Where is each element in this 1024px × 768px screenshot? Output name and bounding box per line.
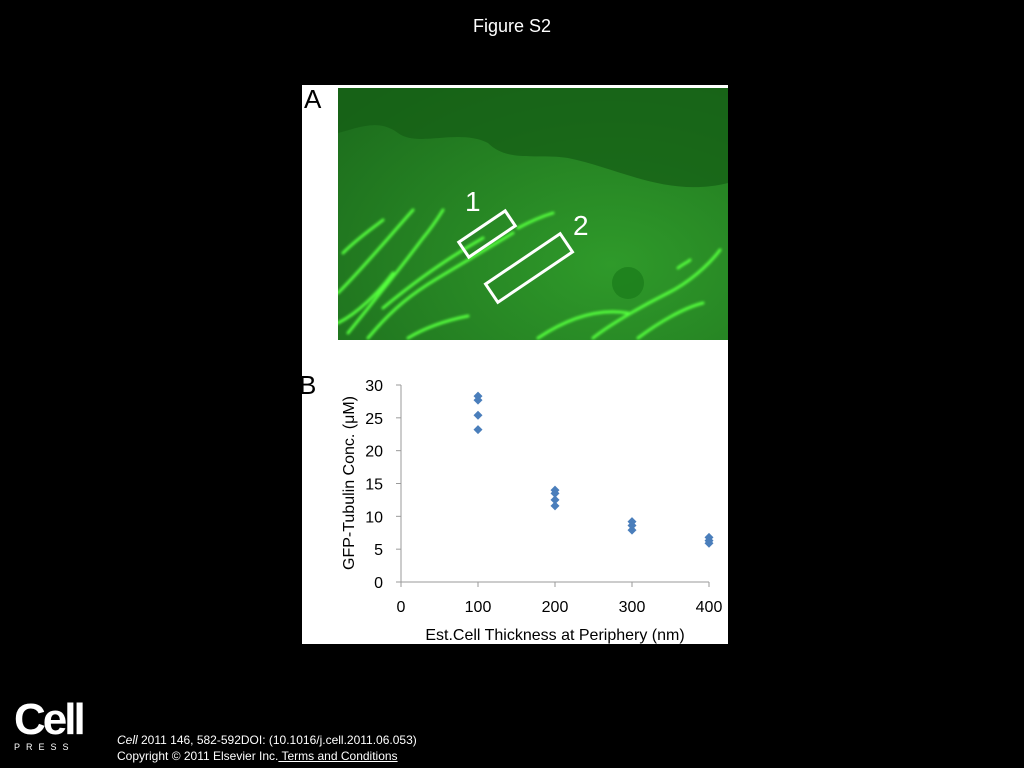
y-tick-label: 5 <box>374 542 383 559</box>
x-tick-label: 0 <box>397 599 406 616</box>
y-tick-label: 30 <box>365 378 383 395</box>
y-tick-label: 0 <box>374 575 383 592</box>
data-point <box>473 410 483 420</box>
region-label-2: 2 <box>573 210 589 241</box>
y-tick-label: 10 <box>365 509 383 526</box>
y-axis-label: GFP-Tubulin Conc. (μM) <box>341 396 358 570</box>
figure-title: Figure S2 <box>472 16 552 36</box>
x-axis-label: Est.Cell Thickness at Periphery (nm) <box>425 627 684 644</box>
journal-name: Cell <box>117 733 138 747</box>
x-tick-label: 200 <box>542 599 569 616</box>
y-tick-label: 20 <box>365 444 383 461</box>
cell-press-logo: Cell PRESS <box>14 695 86 753</box>
logo-wordmark: Cell <box>14 695 86 744</box>
x-tick-label: 100 <box>465 599 492 616</box>
y-tick-label: 25 <box>365 411 383 428</box>
data-point <box>473 395 483 405</box>
data-point <box>627 525 637 535</box>
data-point <box>550 495 560 505</box>
data-point <box>550 501 560 511</box>
panel-b-label: B <box>299 370 317 400</box>
x-tick-label: 400 <box>696 599 723 616</box>
scatter-chart: 0 100 200 300 400 0 5 10 15 20 25 30 Est.Cell Thick… <box>341 378 723 644</box>
x-tick-label: 300 <box>619 599 646 616</box>
data-point <box>627 521 637 531</box>
data-point <box>473 425 483 435</box>
citation-block: Cell 2011 146, 582-592DOI: (10.1016/j.ce… <box>117 732 417 764</box>
data-point <box>550 488 560 498</box>
micrograph-image <box>338 88 728 340</box>
region-label-1: 1 <box>465 186 481 217</box>
logo-subtitle: PRESS <box>14 742 75 752</box>
citation-text: 2011 146, 582-592DOI: (10.1016/j.cell.20… <box>137 733 417 747</box>
terms-link[interactable]: Terms and Conditions <box>278 749 398 763</box>
y-tick-label: 15 <box>365 477 383 494</box>
panel-a-label: A <box>304 84 322 114</box>
copyright-text: Copyright © 2011 Elsevier Inc. <box>117 749 279 763</box>
data-point <box>704 538 714 548</box>
